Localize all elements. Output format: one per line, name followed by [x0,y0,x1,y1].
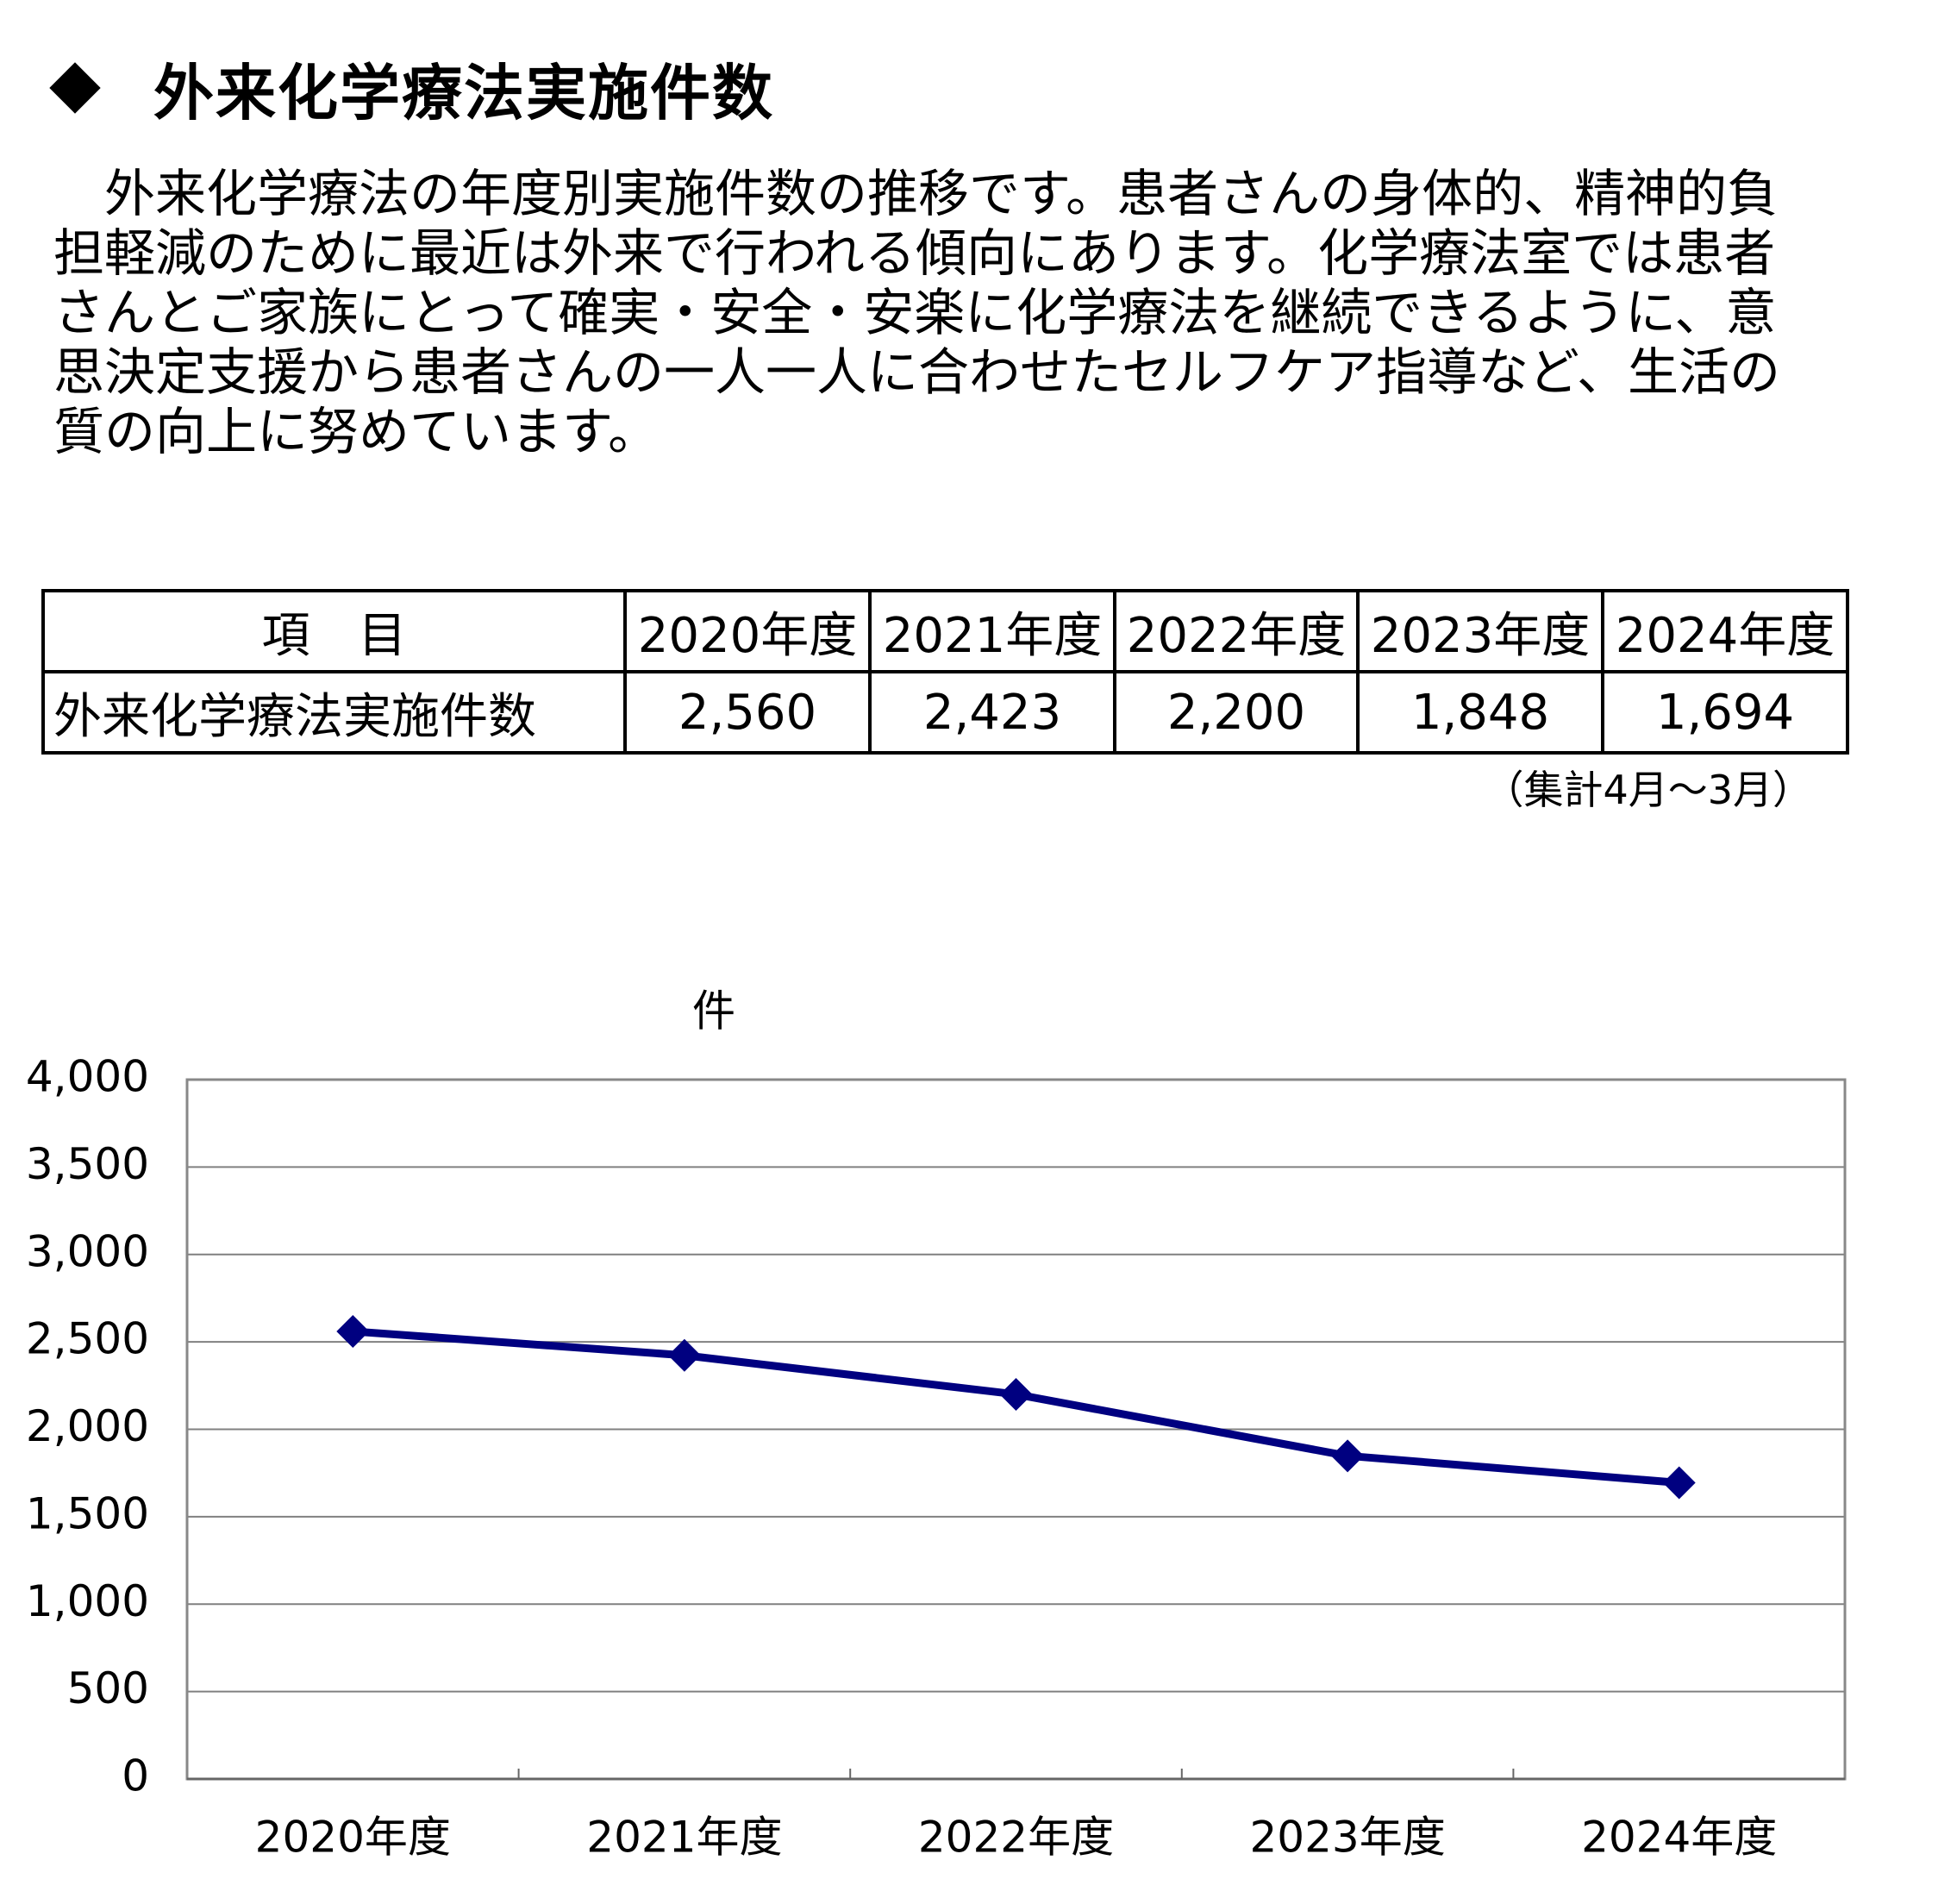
data-point [1331,1439,1365,1473]
y-tick-label: 3,000 [26,1226,149,1276]
y-tick-label: 2,000 [26,1401,149,1451]
plot-frame [185,1078,1847,1781]
table-row: 外来化学療法実施件数 2,560 2,423 2,200 1,848 1,694 [41,670,1849,755]
data-point [1662,1466,1696,1500]
table-cell: 2,423 [868,670,1116,755]
data-point [336,1314,370,1348]
x-tick-label: 2022年度 [918,1813,1114,1863]
x-tick-label: 2024年度 [1581,1813,1777,1863]
table-cell: 外来化学療法実施件数 [41,670,627,755]
intro-text: 外来化学療法の年度別実施件数の推移です。患者さんの身体的、精神的負担軽減のために… [53,164,1781,461]
x-tick-label: 2021年度 [586,1813,782,1863]
x-tick-label: 2020年度 [255,1813,451,1863]
y-tick-label: 500 [67,1663,149,1713]
table-note: （集計4月～3月） [1484,767,1812,813]
data-point [999,1377,1033,1411]
column-header: 2024年度 [1601,589,1849,673]
column-header: 項 目 [41,589,627,673]
data-point [667,1338,701,1372]
page-title: 外来化学療法実施件数 [153,57,774,128]
header-row: 項 目 2020年度 2021年度 2022年度 2023年度 2024年度 [41,589,1849,673]
data-table: 項 目 2020年度 2021年度 2022年度 2023年度 2024年度 外来化学療法実… [41,589,1849,755]
y-tick-label: 1,000 [26,1576,149,1626]
table-cell: 2,200 [1113,670,1360,755]
column-header: 2022年度 [1113,589,1360,673]
title-row: 外来化学療法実施件数 [49,52,774,128]
diamond-bullet [49,62,101,114]
y-tick-label: 2,500 [26,1314,149,1364]
y-tick-label: 1,500 [26,1488,149,1538]
column-header: 2020年度 [623,589,872,673]
column-header: 2021年度 [868,589,1116,673]
table-cell: 1,694 [1601,670,1849,755]
table-cell: 2,560 [623,670,872,755]
y-tick-label: 4,000 [26,1052,149,1102]
y-tick-label: 3,500 [26,1139,149,1189]
y-tick-label: 0 [122,1751,149,1801]
column-header: 2023年度 [1356,589,1604,673]
table-cell: 1,848 [1356,670,1604,755]
x-tick-label: 2023年度 [1249,1813,1445,1863]
data-line [352,1327,1680,1488]
y-axis-label: 件 [692,986,735,1037]
